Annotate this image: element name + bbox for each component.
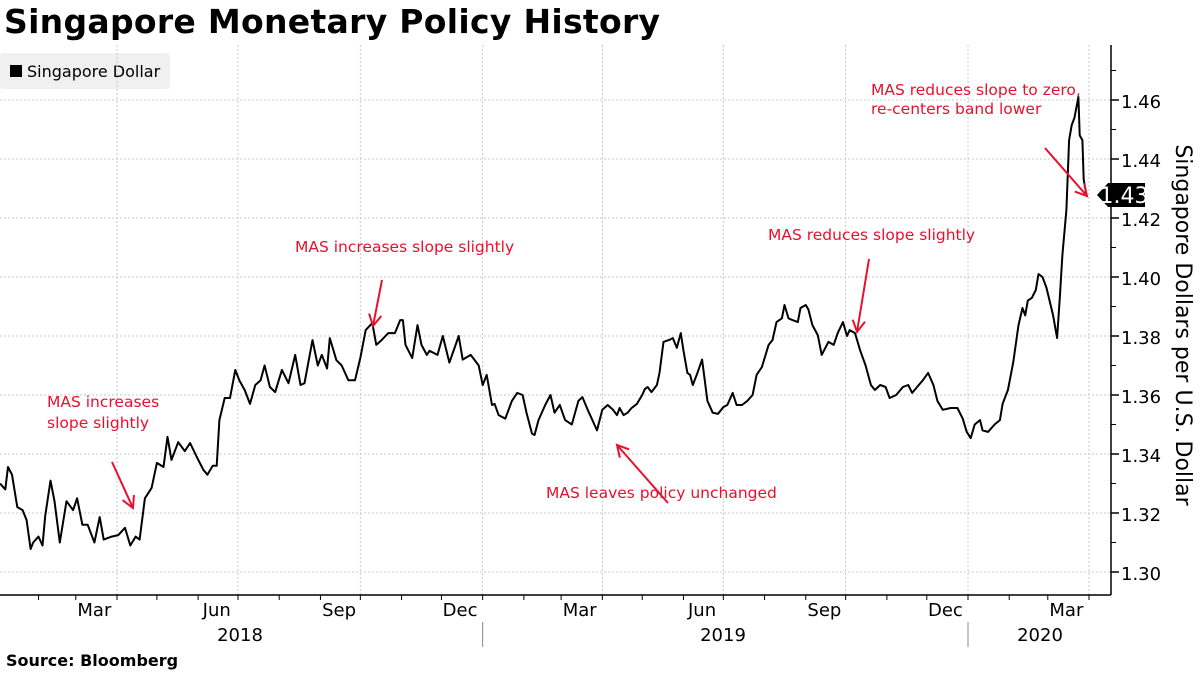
x-tick-label: Jun [687,600,716,621]
year-label: 2018 [217,625,263,646]
y-axis-title: Singapore Dollars per U.S. Dollar [1170,144,1195,506]
annotation-arrow-icon [372,279,383,327]
annotation-text: MAS increases [47,393,159,411]
annotation-arrow-icon [111,461,134,509]
x-tick-label: Sep [322,600,356,621]
last-value-marker [1097,182,1145,207]
year-label: 2019 [700,625,746,646]
annotation-text: MAS reduces slope slightly [768,226,975,244]
annotation-arrowhead-icon [851,319,866,335]
annotation-arrow-icon [856,258,870,333]
annotation-arrowhead-icon [368,313,383,329]
y-tick-label: 1.42 [1121,210,1161,231]
y-tick-label: 1.34 [1121,446,1161,467]
x-tick-label: Dec [928,600,963,621]
y-tick-label: 1.46 [1121,92,1161,113]
series-line-singapore-dollar [0,96,1088,550]
annotation-text: MAS increases slope slightly [295,238,514,256]
x-tick-label: Mar [1049,600,1084,621]
x-tick-label: Mar [563,600,598,621]
x-tick-label: Sep [807,600,841,621]
source-note: Source: Bloomberg [6,651,179,670]
y-tick-label: 1.30 [1121,564,1161,585]
annotation-arrowhead-icon [615,443,630,458]
y-tick-label: 1.38 [1121,328,1161,349]
annotation-arrow-icon [1044,147,1088,197]
annotation-arrow-icon [616,444,669,504]
annotation-text: MAS leaves policy unchanged [546,484,777,502]
last-value-label: 1.43 [1100,184,1149,209]
annotation-arrowhead-icon [1074,183,1089,198]
x-tick-label: Dec [443,600,478,621]
y-tick-label: 1.44 [1121,151,1161,172]
legend-label: Singapore Dollar [27,61,161,81]
y-tick-label: 1.36 [1121,387,1161,408]
x-tick-label: Mar [77,600,112,621]
y-tick-label: 1.40 [1121,269,1161,290]
annotation-text: re-centers band lower [871,100,1042,118]
annotation-text: slope slightly [47,414,149,432]
x-tick-label: Jun [202,600,231,621]
annotation-text: MAS reduces slope to zero, [871,81,1081,99]
y-tick-label: 1.32 [1121,505,1161,526]
legend-swatch-icon [10,65,22,77]
annotation-arrowhead-icon [121,494,135,510]
legend: Singapore Dollar [0,53,171,89]
chart-title: Singapore Monetary Policy History [4,2,661,41]
year-label: 2020 [1017,625,1063,646]
